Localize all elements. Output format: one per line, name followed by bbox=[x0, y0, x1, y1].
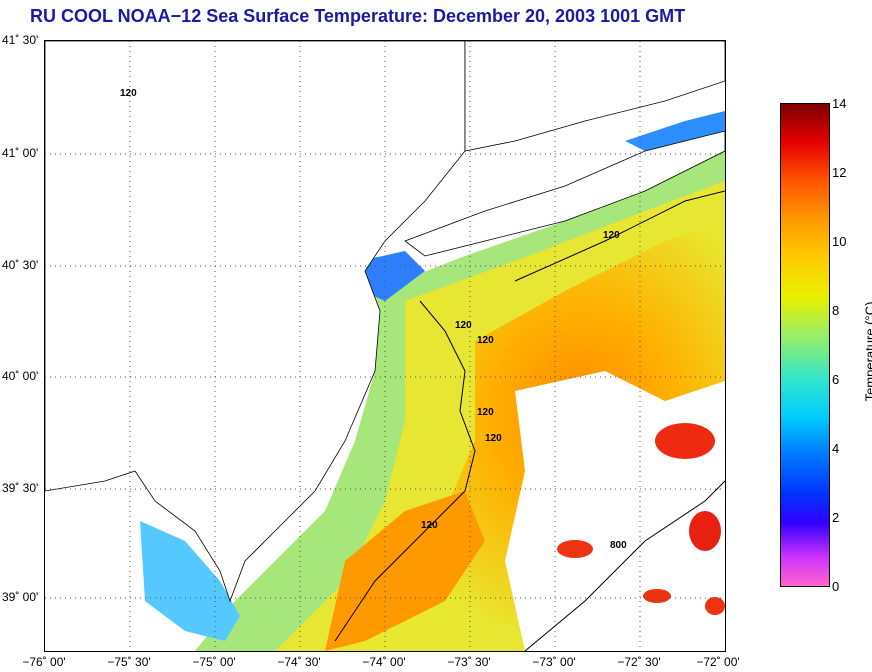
contour-label: 120 bbox=[120, 88, 137, 99]
sst-map-svg: 120 120 120 120 120 120 120 800 bbox=[45, 41, 725, 651]
lon-label: −73˚ 00' bbox=[532, 655, 576, 669]
colorbar-tick: 10 bbox=[832, 234, 847, 249]
lon-label: −74˚ 00' bbox=[362, 655, 406, 669]
isobath-120 bbox=[334, 300, 476, 642]
contour-label: 120 bbox=[603, 230, 620, 241]
lon-label: −72˚ 30' bbox=[617, 655, 661, 669]
contour-label: 120 bbox=[477, 407, 494, 418]
colorbar-tick: 12 bbox=[832, 165, 847, 180]
isobath-120 bbox=[514, 190, 725, 282]
colorbar-label: Temperature (°C) bbox=[862, 301, 872, 402]
contour-label: 120 bbox=[477, 335, 494, 346]
warm-eddy bbox=[557, 540, 593, 558]
map-title: RU COOL NOAA−12 Sea Surface Temperature:… bbox=[30, 6, 686, 26]
lat-label: 41˚ 00' bbox=[2, 146, 39, 160]
colorbar-tick: 2 bbox=[832, 510, 840, 525]
contour-label: 120 bbox=[485, 433, 502, 444]
warm-eddy bbox=[705, 597, 725, 615]
lon-label: −76˚ 00' bbox=[22, 655, 66, 669]
land-new-jersey bbox=[45, 41, 466, 603]
temperature-colorbar bbox=[780, 103, 830, 587]
contour-label: 120 bbox=[421, 520, 438, 531]
lat-label: 40˚ 30' bbox=[2, 258, 39, 272]
land-connecticut bbox=[464, 41, 725, 152]
lon-label: −75˚ 00' bbox=[192, 655, 236, 669]
lat-label: 39˚ 00' bbox=[2, 590, 39, 604]
graticule bbox=[45, 41, 725, 651]
contour-label: 120 bbox=[455, 320, 472, 331]
colorbar-tick: 4 bbox=[832, 441, 840, 456]
isobath-800 bbox=[524, 480, 725, 651]
lon-label: −75˚ 30' bbox=[107, 655, 151, 669]
land-long-island bbox=[404, 130, 725, 257]
colorbar-tick: 8 bbox=[832, 303, 840, 318]
lon-label: −73˚ 30' bbox=[447, 655, 491, 669]
nearshore-cold bbox=[360, 251, 425, 301]
warm-eddy bbox=[689, 511, 721, 551]
lat-label: 41˚ 30' bbox=[2, 33, 39, 47]
lon-label: −74˚ 30' bbox=[277, 655, 321, 669]
lat-label: 40˚ 00' bbox=[2, 369, 39, 383]
warm-eddy bbox=[643, 589, 671, 603]
cloud-mask bbox=[505, 371, 725, 651]
warm-eddy bbox=[655, 423, 715, 459]
colorbar-tick: 6 bbox=[832, 372, 840, 387]
sst-map: 120 120 120 120 120 120 120 800 bbox=[44, 40, 726, 652]
ocean-orange-patch bbox=[325, 491, 485, 651]
colorbar-tick: 14 bbox=[832, 96, 847, 111]
lon-label: −72˚ 00' bbox=[696, 655, 740, 669]
lat-label: 39˚ 30' bbox=[2, 481, 39, 495]
colorbar-tick: 0 bbox=[832, 579, 840, 594]
contour-label: 800 bbox=[610, 540, 627, 551]
